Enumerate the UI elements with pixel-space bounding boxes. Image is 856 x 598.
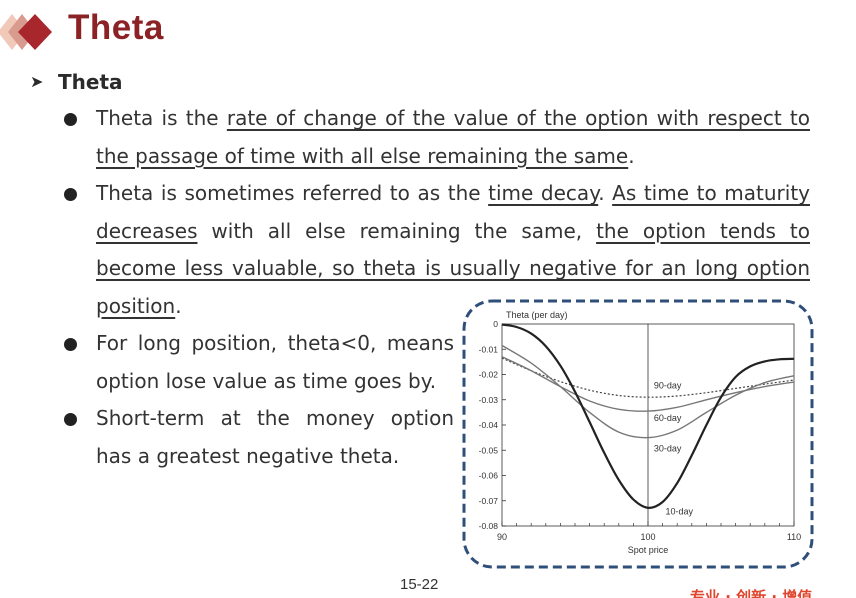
series-label: 30-day (654, 444, 682, 454)
bullet-underlined-text: time decay (488, 181, 599, 205)
footer-slogan: 专业 · 创新 · 增值 (690, 588, 813, 598)
y-tick-label: -0.08 (479, 521, 499, 531)
page-title: Theta (68, 8, 164, 47)
bullet-text: For long position, theta<0, means option… (96, 331, 454, 393)
y-tick-label: -0.06 (479, 471, 499, 481)
y-tick-label: -0.07 (479, 496, 499, 506)
section-heading: ➤ Theta (30, 70, 123, 94)
series-line-30-day (501, 344, 795, 439)
x-axis-label: Spot price (628, 545, 669, 555)
series-line-10-day (501, 323, 795, 509)
bullet-dot-icon (64, 188, 77, 201)
bullet-dot-icon (64, 113, 77, 126)
bullet-text: with all else remaining the same, (197, 218, 597, 243)
x-tick-label: 110 (787, 532, 801, 542)
page-number: 15-22 (400, 576, 439, 593)
y-tick-label: -0.01 (479, 344, 499, 354)
chart-frame (462, 299, 814, 569)
bullet-text: . (175, 293, 182, 318)
y-tick-label: -0.05 (479, 445, 499, 455)
bullet-item: For long position, theta<0, means option… (60, 325, 454, 400)
bullet-text: . (598, 181, 613, 205)
bullet-text: Short-term at the money option has a gre… (96, 406, 454, 468)
bullet-text: Theta is sometimes referred to as the (96, 181, 489, 205)
y-axis-label: Theta (per day) (506, 310, 568, 320)
x-tick-label: 100 (640, 532, 655, 542)
series-label: 90-day (654, 380, 682, 390)
bullet-text: Theta is the (96, 106, 227, 130)
bullet-item: Theta is sometimes referred to as the ti… (60, 175, 810, 325)
section-heading-text: Theta (58, 70, 123, 94)
bullet-dot-icon (64, 413, 77, 426)
bullet-underlined-text: rate of change of the value of the optio… (96, 106, 810, 168)
bullet-list: Theta is the rate of change of the value… (60, 100, 810, 475)
bullet-dot-icon (64, 338, 77, 351)
series-label: 60-day (654, 413, 682, 423)
bullet-underlined-text: As time to maturity decreases (96, 181, 811, 243)
bullet-text: . (628, 143, 635, 168)
arrow-bullet-icon: ➤ (30, 72, 44, 91)
bullet-item: Theta is the rate of change of the value… (60, 100, 810, 175)
x-tick-label: 90 (497, 532, 507, 542)
bullet-item: Short-term at the money option has a gre… (60, 400, 454, 475)
y-tick-label: -0.04 (479, 420, 499, 430)
diamond-logo-icon (0, 14, 52, 50)
theta-chart: 0 -0.01 -0.02 -0.03 -0.04 -0.05 -0.06 -0.07 -0.0… (462, 299, 814, 569)
y-tick-label: -0.02 (479, 370, 499, 380)
y-tick-label: -0.03 (479, 395, 499, 405)
bullet-underlined-text: the option tends to become less valuable… (96, 218, 810, 318)
y-tick-label: 0 (493, 319, 498, 329)
series-label: 10-day (666, 507, 694, 517)
